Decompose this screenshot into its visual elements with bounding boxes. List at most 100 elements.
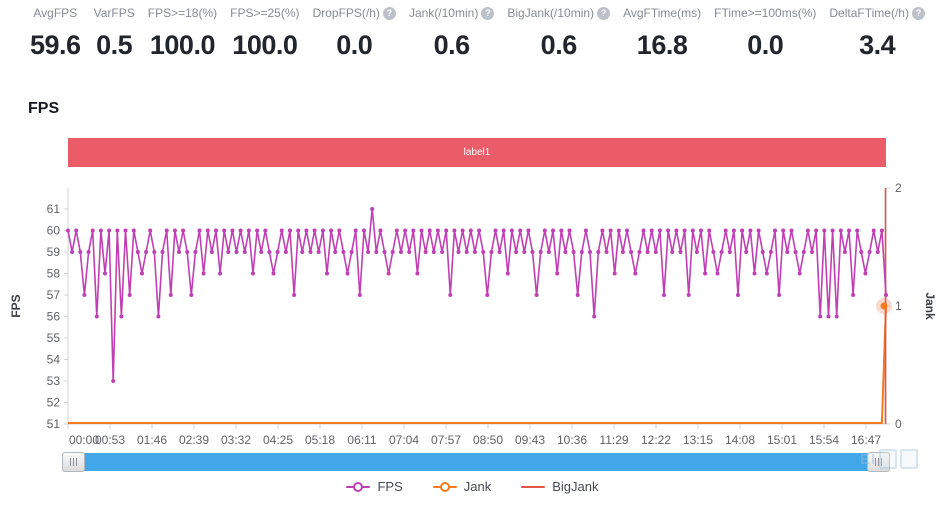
metric-value: 100.0 [149, 30, 216, 60]
scrollbar-right-handle-icon[interactable] [867, 452, 890, 472]
fps-point [834, 314, 839, 319]
metric-value: 16.8 [636, 30, 688, 60]
axis-label: 00:53 [95, 433, 125, 447]
jank-series-line [68, 304, 887, 424]
help-icon[interactable]: ? [597, 6, 611, 20]
axis-label: 07:04 [389, 433, 419, 447]
fps-point [172, 228, 177, 233]
fps-point [435, 228, 440, 233]
fps-point [616, 228, 621, 233]
jank-emphasis-point [880, 302, 888, 310]
fps-point [682, 228, 687, 233]
axis-label: 57 [47, 288, 61, 302]
axis-label: 11:29 [599, 433, 628, 447]
fps-point [238, 228, 243, 233]
legend-item-fps[interactable]: FPS [346, 479, 403, 494]
axis-label: 60 [47, 224, 61, 238]
fps-point [382, 250, 387, 254]
fps-point [489, 250, 494, 254]
fps-point [719, 250, 724, 254]
fps-point [218, 271, 223, 276]
fps-point [246, 228, 251, 233]
fps-point [641, 228, 646, 233]
fps-point [296, 228, 301, 233]
fps-point [855, 228, 860, 233]
fps-point [859, 250, 864, 254]
fps-point [797, 271, 802, 276]
fps-point [214, 228, 218, 233]
fps-point [575, 293, 580, 297]
fps-point [456, 250, 461, 254]
fps-point [366, 250, 371, 254]
legend-item-jank[interactable]: Jank [432, 479, 491, 494]
scrollbar-left-handle-icon[interactable] [62, 452, 85, 472]
axis-label: 2 [895, 181, 902, 195]
fps-point [135, 250, 140, 254]
metric-label: AvgFTime(ms) [623, 6, 702, 20]
fps-point [555, 271, 560, 276]
fps-point [666, 228, 671, 233]
fps-point [320, 228, 325, 233]
axis-label: 14:08 [725, 433, 755, 447]
fps-point [662, 293, 666, 297]
fps-point [884, 293, 888, 297]
fps-point [752, 271, 757, 276]
axis-label: 09:43 [515, 433, 545, 447]
fps-point [78, 250, 83, 254]
fps-point [255, 228, 260, 233]
fps-point [123, 228, 128, 233]
fps-point [596, 250, 601, 254]
fps-point [448, 293, 453, 297]
fps-point [727, 250, 732, 254]
fps-point [649, 228, 654, 233]
fps-point [546, 250, 551, 254]
fps-point [612, 271, 617, 276]
chart-label-text: label1 [463, 147, 491, 158]
legend-label: FPS [377, 479, 403, 494]
fps-point [777, 293, 782, 297]
fps-point [86, 250, 91, 254]
fps-point [209, 250, 214, 254]
axis-label: 10:36 [557, 433, 587, 447]
axis-label: 61 [47, 202, 61, 216]
fps-point [522, 250, 527, 254]
fps-point [185, 250, 190, 254]
axis-label: 06:11 [347, 433, 376, 447]
fps-point [251, 271, 255, 276]
fps-point [201, 271, 206, 276]
fps-point [316, 250, 321, 254]
axis-label: 13:15 [683, 433, 713, 447]
axis-label: 56 [47, 310, 61, 324]
fps-point [748, 228, 753, 233]
fps-point [341, 250, 346, 254]
metric-value: 59.6 [30, 30, 81, 60]
fps-point [329, 228, 334, 233]
fps-point [378, 228, 383, 233]
help-icon[interactable]: ? [911, 6, 925, 20]
fps-point [66, 228, 70, 233]
fps-point [205, 228, 210, 233]
fps-point [703, 271, 708, 276]
legend-item-bigjank[interactable]: BigJank [521, 479, 599, 494]
legend-marker-icon [432, 481, 457, 492]
help-icon[interactable]: ? [481, 6, 495, 20]
fps-point [505, 271, 510, 276]
fps-point [625, 228, 629, 233]
fps-point [464, 250, 469, 254]
axis-label: 55 [47, 331, 61, 345]
fps-point [805, 228, 810, 233]
fps-point [399, 250, 403, 254]
fps-point [847, 228, 851, 233]
axis-label: 02:39 [179, 433, 209, 447]
fps-point [181, 228, 186, 233]
axis-label: 00:00 [69, 433, 99, 447]
metric-value: 3.4 [859, 30, 896, 60]
fps-point [509, 228, 514, 233]
scrollbar-track[interactable] [68, 453, 884, 471]
fps-point [144, 250, 149, 254]
fps-point [699, 228, 703, 233]
fps-point [620, 250, 625, 254]
help-icon[interactable]: ? [382, 6, 396, 20]
fps-point [423, 250, 428, 254]
fps-point [362, 228, 366, 233]
